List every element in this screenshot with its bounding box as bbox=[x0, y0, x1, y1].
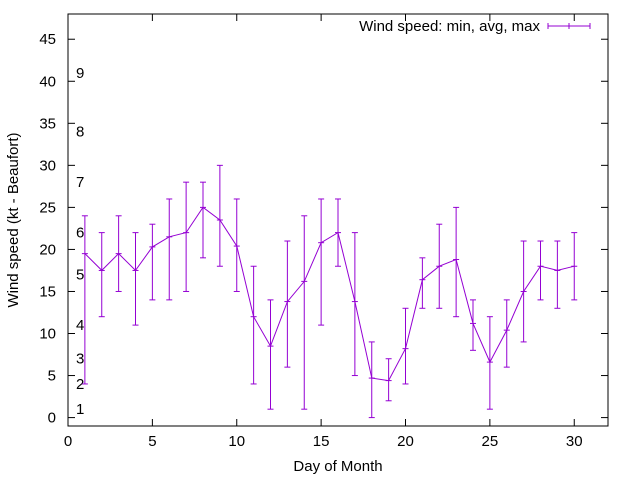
beaufort-label: 8 bbox=[76, 124, 84, 141]
y-tick-label: 25 bbox=[39, 199, 56, 216]
y-tick-label: 20 bbox=[39, 241, 56, 258]
beaufort-label: 6 bbox=[76, 225, 84, 242]
beaufort-label: 2 bbox=[76, 376, 84, 393]
beaufort-label: 4 bbox=[76, 317, 84, 334]
y-tick-label: 35 bbox=[39, 115, 56, 132]
y-tick-label: 40 bbox=[39, 73, 56, 90]
x-tick-label: 20 bbox=[397, 433, 414, 450]
y-tick-label: 30 bbox=[39, 157, 56, 174]
plot-frame bbox=[67, 13, 609, 427]
beaufort-label: 9 bbox=[76, 65, 84, 82]
y-tick-label: 45 bbox=[39, 31, 56, 48]
beaufort-label: 1 bbox=[76, 401, 84, 418]
x-tick-label: 15 bbox=[313, 433, 330, 450]
beaufort-label: 5 bbox=[76, 267, 84, 284]
y-axis-label: Wind speed (kt - Beaufort) bbox=[5, 132, 22, 307]
beaufort-annotations: 1 2 3 4 5 6 7 8 9 bbox=[76, 65, 84, 418]
x-tick-label: 30 bbox=[566, 433, 583, 450]
y-tick-label: 15 bbox=[39, 283, 56, 300]
x-tick-label: 25 bbox=[482, 433, 499, 450]
legend-label: Wind speed: min, avg, max bbox=[359, 18, 540, 35]
plot-border bbox=[67, 13, 609, 427]
y-tick-label: 5 bbox=[48, 368, 56, 385]
beaufort-label: 3 bbox=[76, 351, 84, 368]
avg-line bbox=[84, 206, 575, 382]
x-tick-label: 10 bbox=[228, 433, 245, 450]
x-tick-label: 0 bbox=[64, 433, 72, 450]
legend: Wind speed: min, avg, max bbox=[359, 18, 591, 35]
x-axis-label: Day of Month bbox=[293, 458, 382, 475]
x-tick-label: 5 bbox=[148, 433, 156, 450]
y-tick-label: 0 bbox=[48, 410, 56, 427]
beaufort-label: 7 bbox=[76, 174, 84, 191]
series-wind-speed bbox=[81, 164, 578, 419]
y-tick-label: 10 bbox=[39, 326, 56, 343]
